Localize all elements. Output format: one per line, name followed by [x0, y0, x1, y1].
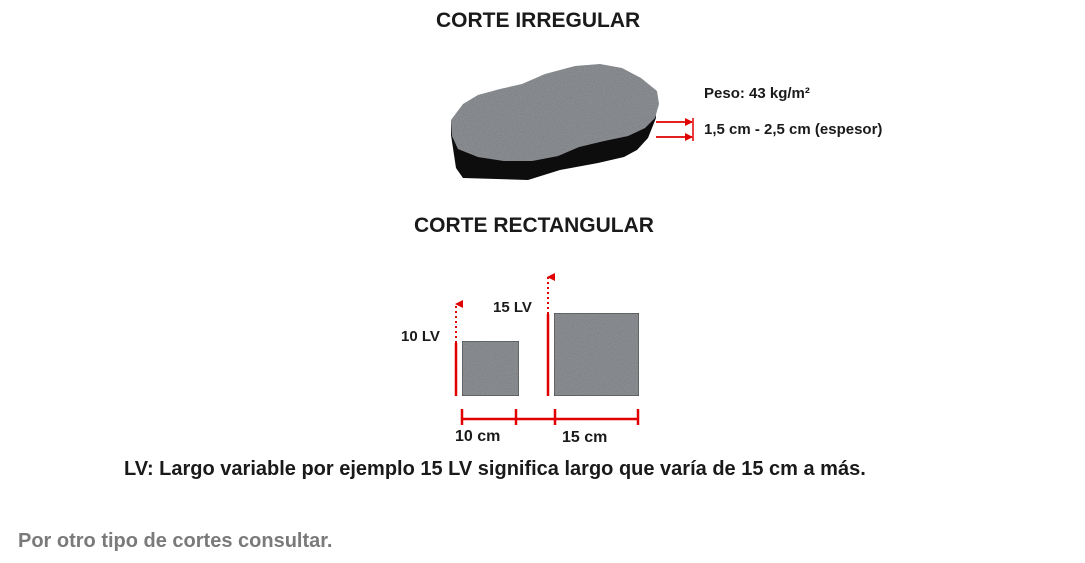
large-tile-width-label: 15 cm — [562, 429, 608, 446]
footer-note: Por otro tipo de cortes consultar. — [18, 530, 333, 552]
thickness-dimension — [656, 118, 694, 141]
weight-label: Peso: 43 kg/m² — [704, 85, 810, 102]
thickness-label: 1,5 cm - 2,5 cm (espesor) — [704, 121, 883, 138]
rectangular-cut-title: CORTE RECTANGULAR — [414, 214, 654, 237]
small-tile — [461, 340, 520, 397]
small-tile-width-label: 10 cm — [455, 428, 501, 445]
irregular-stone — [451, 64, 659, 180]
large-tile-height-label: 15 LV — [493, 299, 532, 316]
irregular-stone-face — [451, 64, 659, 161]
width-dimension — [460, 409, 640, 425]
small-tile-height-label: 10 LV — [401, 328, 440, 345]
irregular-cut-title: CORTE IRREGULAR — [436, 9, 641, 32]
lv-legend: LV: Largo variable por ejemplo 15 LV sig… — [124, 458, 866, 480]
large-tile — [553, 312, 640, 397]
